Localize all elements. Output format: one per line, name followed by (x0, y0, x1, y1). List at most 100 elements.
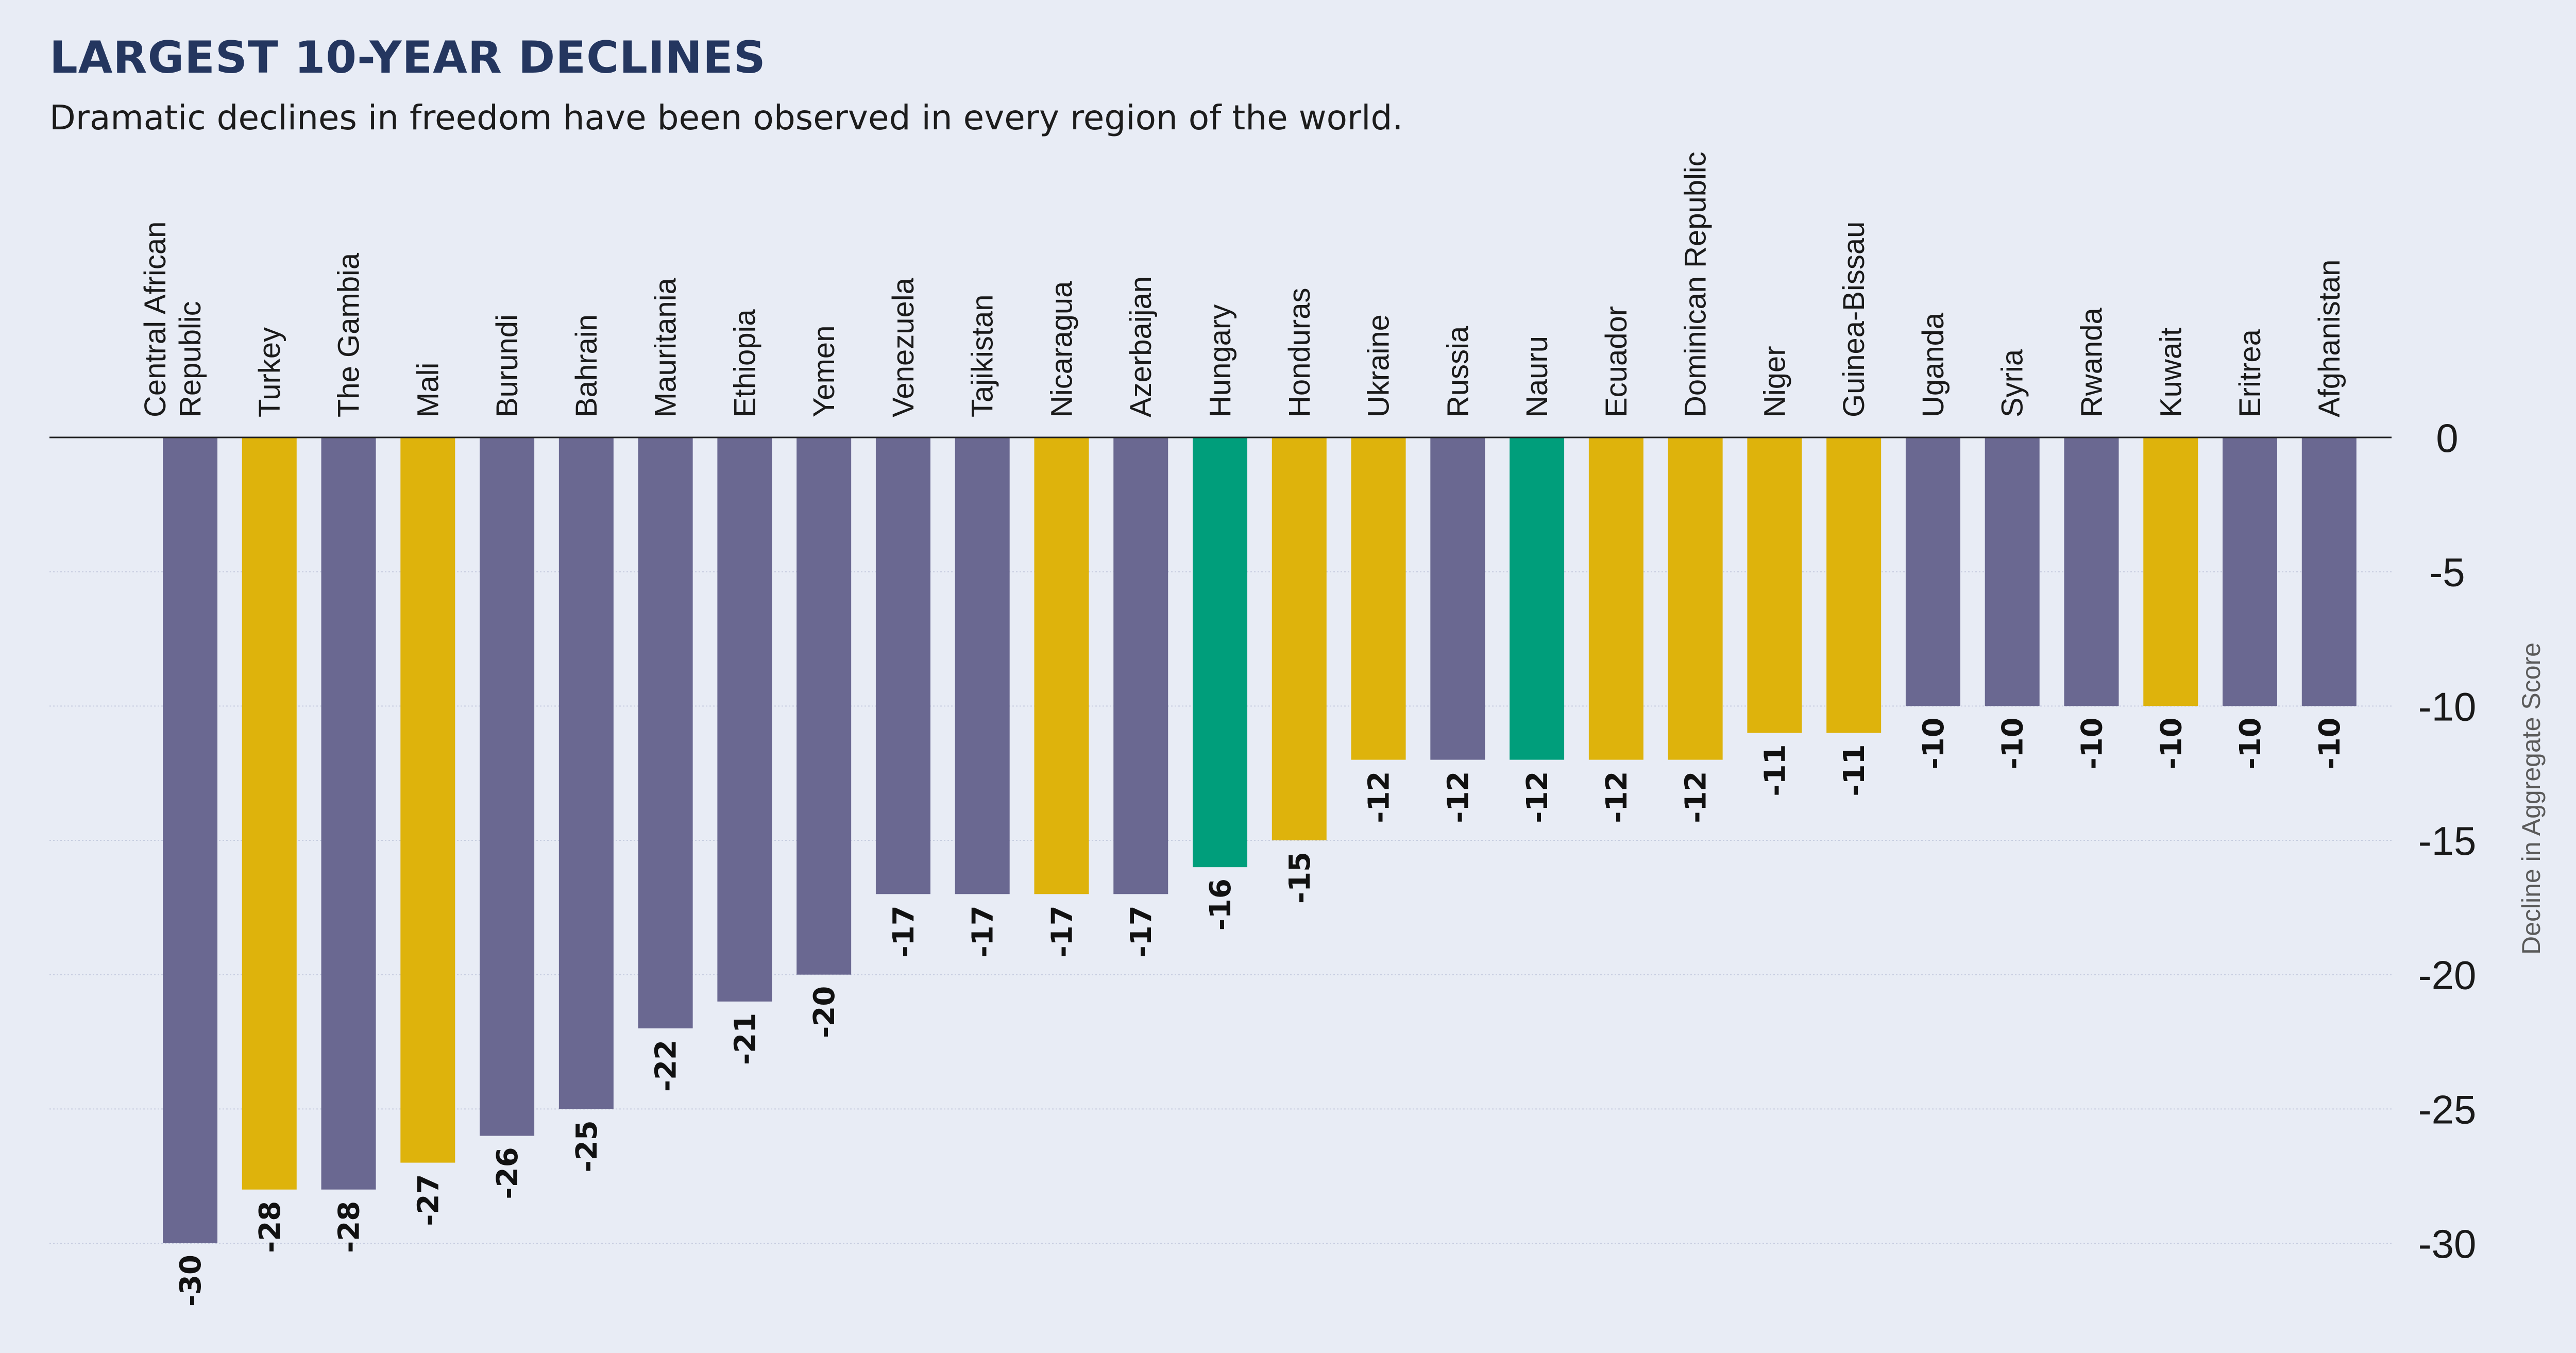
category-label: Guinea-Bissau (1837, 222, 1871, 417)
value-label: -25 (570, 1120, 604, 1172)
category-label: Central African (139, 222, 172, 417)
bar (1430, 437, 1485, 760)
bar (1351, 437, 1406, 760)
category-label: Mauritania (649, 277, 683, 417)
category-label: Burundi (490, 314, 524, 417)
value-label: -28 (253, 1201, 287, 1253)
bar (558, 437, 614, 1109)
bar (638, 437, 693, 1028)
bar (2301, 437, 2357, 706)
value-label: -21 (728, 1013, 762, 1065)
category-label: Dominican Republic (1679, 151, 1713, 417)
bar (400, 437, 455, 1163)
y-tick-label: 0 (2436, 415, 2458, 461)
value-label: -10 (1917, 717, 1951, 769)
bar (875, 437, 930, 894)
category-label: Republic (174, 301, 207, 417)
value-label: -20 (808, 986, 841, 1038)
category-labels: Central African Republic Turkey The Gambia M… (139, 151, 2346, 417)
y-tick-label: -10 (2418, 684, 2477, 729)
category-label: Uganda (1917, 312, 1950, 417)
category-label: Ethiopia (728, 309, 761, 417)
chart-subtitle: Dramatic declines in freedom have been o… (49, 98, 1403, 138)
y-tick-label: -25 (2418, 1087, 2477, 1132)
value-label: -10 (2313, 717, 2347, 769)
category-label: Azerbaijan (1124, 276, 1158, 417)
bar (955, 437, 1010, 894)
bar (2143, 437, 2198, 706)
value-label: -11 (1758, 744, 1792, 796)
bar (2064, 437, 2119, 706)
bar (796, 437, 852, 975)
value-label: -10 (2155, 717, 2188, 769)
category-label: The Gambia (332, 252, 366, 417)
y-tick-label: -30 (2418, 1221, 2477, 1266)
bar (1034, 437, 1089, 894)
value-label: -17 (887, 905, 921, 957)
value-label: -16 (1204, 878, 1238, 931)
bar (1668, 437, 1723, 760)
category-label: Yemen (807, 326, 841, 417)
bar (1905, 437, 1960, 706)
bar (1510, 437, 1565, 760)
category-label: Tajikistan (966, 294, 999, 417)
value-label: -17 (1125, 905, 1158, 957)
y-tick-label: -20 (2418, 953, 2477, 998)
value-label: -10 (2234, 717, 2267, 769)
category-label: Hungary (1204, 305, 1237, 417)
category-label: Nicaragua (1045, 281, 1078, 417)
category-label: Eritrea (2233, 329, 2267, 417)
value-label: -12 (1600, 771, 1634, 823)
category-label: Honduras (1283, 288, 1316, 417)
bar (1193, 437, 1248, 868)
category-label: Syria (1996, 349, 2029, 417)
bar (242, 437, 297, 1190)
category-label: Russia (1441, 326, 1475, 417)
bar (1826, 437, 1882, 733)
value-label: -10 (1996, 717, 2030, 769)
value-label: -26 (491, 1147, 524, 1199)
bars (163, 437, 2357, 1243)
value-label: -15 (1283, 852, 1317, 904)
value-label: -11 (1838, 744, 1871, 796)
bar (2223, 437, 2278, 706)
bar (1985, 437, 2040, 706)
category-label: Bahrain (570, 314, 603, 417)
bar (1747, 437, 1802, 733)
category-label: Niger (1758, 346, 1791, 417)
bar (163, 437, 217, 1243)
y-tick-label: -15 (2418, 818, 2477, 864)
bar (321, 437, 376, 1190)
value-label: -30 (174, 1255, 208, 1307)
y-axis-label: Decline in Aggregate Score (2517, 642, 2546, 955)
y-tick-labels: 0 -5 -10 -15 -20 -25 -30 (2418, 415, 2477, 1266)
category-label: Ukraine (1362, 314, 1396, 417)
value-label: -12 (1363, 771, 1396, 823)
value-label: -12 (1442, 771, 1475, 823)
value-label: -28 (333, 1201, 366, 1253)
bar (717, 437, 772, 1002)
value-label: -22 (650, 1040, 683, 1092)
category-label: Afghanistan (2313, 260, 2346, 417)
bar (1113, 437, 1168, 894)
bar (1272, 437, 1327, 840)
bar (1588, 437, 1643, 760)
value-label: -17 (1045, 905, 1079, 957)
y-tick-label: -5 (2429, 550, 2465, 595)
value-labels: -30 -28 -28 -27 -26 -25 -22 -21 -20 -17 -17 -17 -17 -… (174, 717, 2347, 1307)
category-label: Mali (411, 363, 445, 417)
category-label: Ecuador (1600, 306, 1633, 417)
value-label: -17 (967, 905, 1000, 957)
chart-title: LARGEST 10-YEAR DECLINES (49, 32, 766, 83)
category-label: Turkey (253, 327, 286, 417)
value-label: -10 (2075, 717, 2109, 769)
value-label: -12 (1521, 771, 1554, 823)
value-label: -27 (412, 1174, 445, 1226)
category-label: Venezuela (887, 277, 920, 417)
category-label: Rwanda (2075, 307, 2108, 417)
value-label: -12 (1680, 771, 1713, 823)
category-label: Kuwait (2154, 328, 2188, 417)
bar (480, 437, 535, 1136)
category-label: Nauru (1520, 336, 1554, 417)
